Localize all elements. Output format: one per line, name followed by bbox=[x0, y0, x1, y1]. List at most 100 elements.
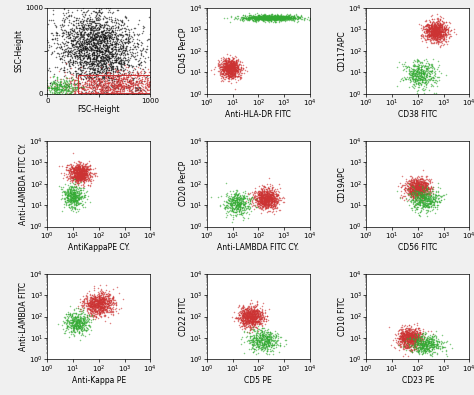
Point bbox=[431, 349, 439, 356]
Point bbox=[68, 89, 76, 95]
Point bbox=[423, 81, 430, 87]
Point bbox=[438, 17, 446, 24]
Point bbox=[409, 73, 417, 79]
Point bbox=[411, 337, 419, 343]
Point bbox=[269, 351, 276, 357]
Point bbox=[59, 163, 66, 169]
Point bbox=[229, 209, 237, 215]
Point bbox=[60, 19, 68, 25]
Point bbox=[416, 331, 424, 337]
Point bbox=[411, 194, 419, 200]
Point bbox=[107, 33, 114, 40]
Point bbox=[246, 320, 253, 326]
Point bbox=[405, 184, 412, 191]
Point bbox=[129, 69, 137, 75]
Point bbox=[239, 196, 247, 202]
Point bbox=[252, 14, 260, 21]
Point bbox=[93, 304, 101, 310]
Point bbox=[280, 16, 288, 23]
Point bbox=[257, 191, 265, 198]
Point bbox=[80, 326, 88, 333]
Point bbox=[106, 58, 114, 64]
Point bbox=[438, 34, 446, 40]
Point bbox=[67, 166, 75, 172]
Point bbox=[247, 318, 255, 325]
Point bbox=[411, 191, 419, 197]
Point bbox=[270, 188, 277, 194]
Point bbox=[424, 24, 431, 30]
Point bbox=[90, 78, 98, 85]
Point bbox=[71, 28, 78, 34]
Point bbox=[419, 182, 427, 188]
Point bbox=[250, 311, 258, 317]
Point bbox=[247, 318, 255, 325]
Point bbox=[414, 75, 421, 82]
Point bbox=[68, 36, 76, 43]
Point bbox=[88, 312, 95, 318]
Point bbox=[262, 195, 270, 201]
Point bbox=[77, 176, 84, 182]
Point bbox=[71, 159, 78, 165]
Point bbox=[420, 339, 428, 346]
Point bbox=[66, 87, 73, 93]
Point bbox=[68, 189, 75, 195]
Point bbox=[416, 333, 424, 339]
Point bbox=[409, 181, 416, 188]
Point bbox=[267, 13, 274, 19]
Point bbox=[90, 36, 97, 42]
Point bbox=[413, 340, 420, 347]
Point bbox=[396, 334, 403, 340]
Point bbox=[255, 340, 263, 347]
Point bbox=[430, 35, 438, 41]
Point bbox=[271, 198, 278, 204]
Point bbox=[270, 13, 277, 20]
Point bbox=[244, 14, 252, 21]
Point bbox=[419, 187, 426, 193]
Point bbox=[109, 83, 117, 89]
Point bbox=[418, 334, 426, 340]
Point bbox=[89, 301, 96, 307]
Point bbox=[92, 55, 100, 61]
Point bbox=[75, 170, 82, 176]
Point bbox=[421, 346, 428, 353]
Point bbox=[227, 64, 234, 70]
Point bbox=[91, 14, 99, 21]
Point bbox=[408, 186, 416, 192]
Point bbox=[63, 190, 70, 196]
Point bbox=[57, 86, 65, 92]
Point bbox=[264, 197, 272, 203]
Point bbox=[87, 298, 95, 305]
Point bbox=[415, 340, 423, 346]
Point bbox=[226, 65, 233, 71]
Point bbox=[435, 24, 442, 31]
Point bbox=[433, 28, 440, 34]
Point bbox=[90, 299, 98, 305]
Point bbox=[252, 307, 259, 313]
Point bbox=[166, 63, 174, 70]
Point bbox=[405, 186, 412, 192]
Point bbox=[410, 176, 417, 182]
Point bbox=[436, 199, 443, 205]
Point bbox=[407, 77, 414, 83]
Point bbox=[428, 32, 435, 38]
Point bbox=[248, 15, 256, 21]
Point bbox=[251, 302, 259, 308]
Point bbox=[247, 325, 255, 332]
Point bbox=[414, 191, 422, 198]
Point bbox=[290, 13, 298, 20]
Point bbox=[423, 29, 431, 35]
Point bbox=[260, 342, 267, 349]
Point bbox=[78, 85, 86, 92]
Point bbox=[55, 83, 63, 90]
Point bbox=[115, 48, 123, 54]
Point bbox=[161, 64, 168, 70]
Point bbox=[260, 332, 267, 338]
Point bbox=[75, 169, 83, 175]
Point bbox=[80, 169, 88, 176]
Point bbox=[68, 88, 76, 94]
Point bbox=[90, 295, 98, 302]
Point bbox=[69, 60, 76, 67]
Point bbox=[246, 318, 254, 324]
Point bbox=[234, 64, 241, 71]
Point bbox=[54, 83, 61, 89]
